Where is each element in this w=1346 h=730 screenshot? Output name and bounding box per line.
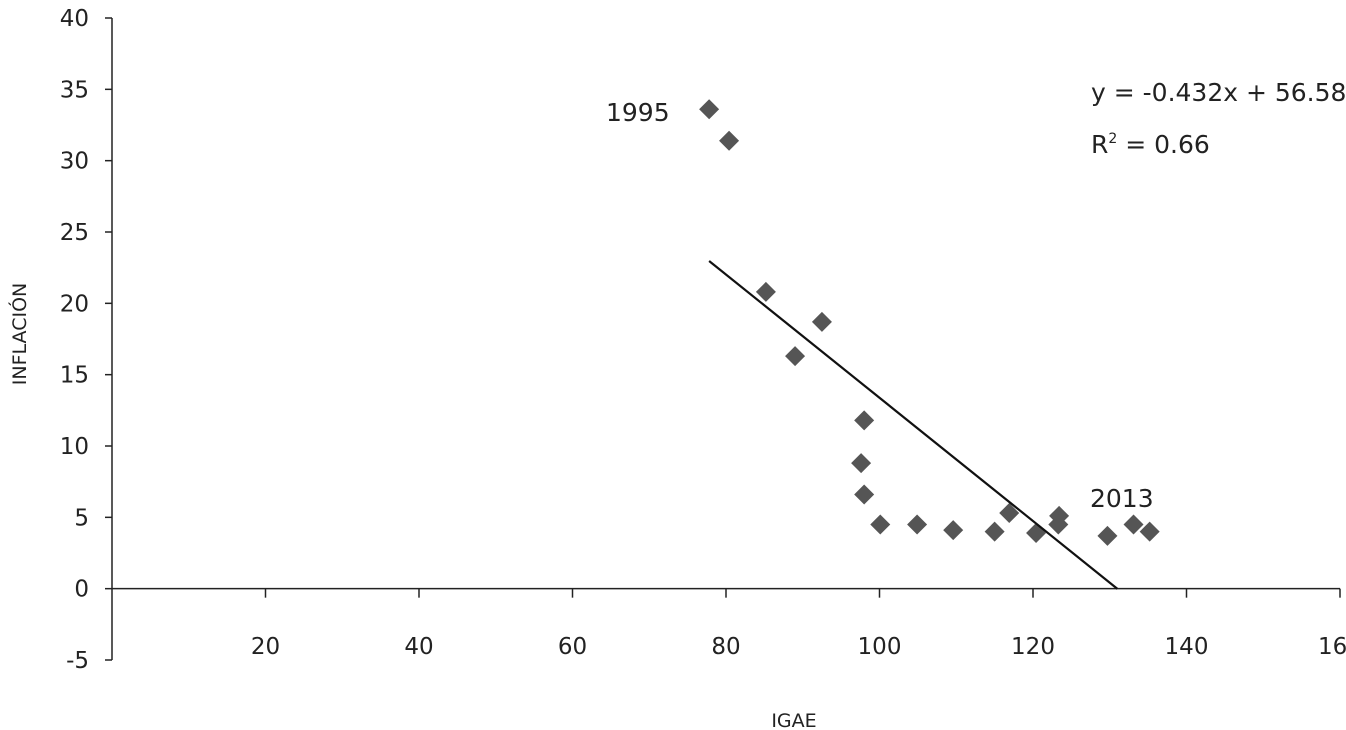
- r-squared-superscript: 2: [1108, 131, 1117, 147]
- y-tick-label: -5: [66, 648, 89, 674]
- data-point: [870, 514, 891, 535]
- axes: [111, 18, 1340, 660]
- x-tick-label: 120: [1011, 634, 1055, 660]
- data-point: [699, 99, 720, 120]
- r-squared-prefix: R: [1091, 130, 1108, 159]
- data-point: [1123, 514, 1144, 535]
- y-tick-label: 15: [60, 363, 89, 389]
- data-point: [1048, 514, 1069, 535]
- y-tick-label: 40: [60, 6, 89, 32]
- data-point: [811, 311, 832, 332]
- end-year-label: 2013: [1090, 484, 1154, 513]
- data-point: [1097, 525, 1118, 546]
- data-point: [943, 520, 964, 541]
- x-tick-label: 160: [1318, 634, 1346, 660]
- data-point: [907, 514, 928, 535]
- x-axis-ticks: 20 40 60 80 100 120 140 160: [251, 588, 1346, 660]
- data-point: [854, 484, 875, 505]
- x-tick-label: 80: [711, 634, 740, 660]
- trendline: [708, 260, 1119, 590]
- data-point: [854, 410, 875, 431]
- data-point: [999, 503, 1020, 524]
- y-tick-label: 30: [60, 149, 89, 175]
- data-point: [1026, 523, 1047, 544]
- y-tick-label: 20: [60, 291, 89, 317]
- r-squared-label: R2 = 0.66: [1091, 130, 1210, 159]
- y-tick-label: 25: [60, 220, 89, 246]
- x-tick-label: 40: [404, 634, 433, 660]
- trendline-equation: y = -0.432x + 56.58: [1091, 78, 1346, 107]
- start-year-label: 1995: [606, 98, 670, 127]
- x-tick-label: 100: [858, 634, 902, 660]
- x-axis-title: IGAE: [771, 710, 816, 730]
- y-tick-label: 10: [60, 434, 89, 460]
- data-point: [984, 521, 1005, 542]
- data-point: [719, 130, 740, 151]
- data-point: [785, 346, 806, 367]
- data-points: [699, 99, 1160, 546]
- y-tick-label: 5: [74, 505, 89, 531]
- data-point: [755, 281, 776, 302]
- y-axis-title: INFLACIÓN: [7, 283, 31, 385]
- x-tick-label: 60: [558, 634, 587, 660]
- x-tick-label: 140: [1165, 634, 1209, 660]
- y-tick-label: 35: [60, 77, 89, 103]
- data-point: [851, 453, 872, 474]
- x-tick-label: 20: [251, 634, 280, 660]
- y-axis-ticks: -5 0 5 10 15 20 25 30 35 40: [60, 6, 112, 674]
- r-squared-value: = 0.66: [1117, 130, 1210, 159]
- data-point: [1139, 521, 1160, 542]
- y-tick-label: 0: [74, 577, 89, 603]
